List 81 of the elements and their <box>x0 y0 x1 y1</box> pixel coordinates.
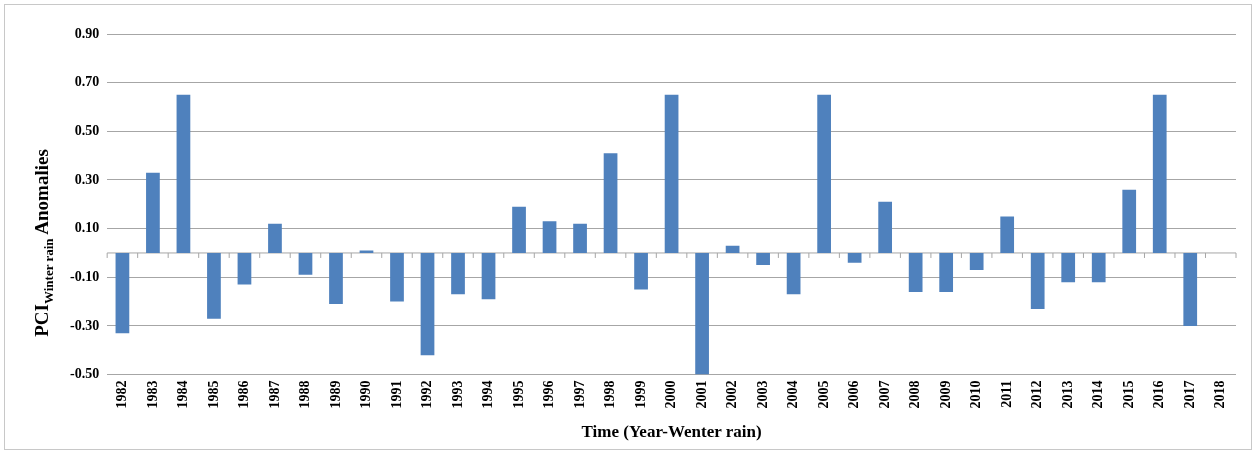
y-tick-label: 0.30 <box>74 171 100 187</box>
bar <box>847 252 862 263</box>
y-tick-label: -0.10 <box>69 268 100 284</box>
x-tick-label: 1993 <box>449 380 465 409</box>
bar <box>817 94 831 253</box>
x-tick-label: 2016 <box>1151 380 1167 409</box>
x-tick-label: 2008 <box>907 380 923 409</box>
bar <box>969 252 984 270</box>
bar <box>786 252 801 295</box>
x-axis-title: Time (Year-Wenter rain) <box>581 422 762 442</box>
x-tick-label: 1987 <box>266 380 282 409</box>
bar <box>1000 216 1015 253</box>
x-tick-label: 2000 <box>663 380 679 409</box>
bar <box>237 252 252 285</box>
bar <box>298 252 313 275</box>
x-tick-label: 1991 <box>388 380 404 409</box>
y-tick-label: 0.90 <box>74 25 100 41</box>
x-tick-label: 1984 <box>175 380 191 409</box>
bar <box>1183 252 1198 326</box>
x-tick-label: 2007 <box>876 380 892 409</box>
x-tick-label: 2002 <box>724 380 740 409</box>
x-tick-label: 1990 <box>358 380 374 409</box>
bar <box>939 252 954 292</box>
x-tick-label: 1996 <box>541 380 557 409</box>
x-tick-label: 2006 <box>846 380 862 409</box>
bar <box>1091 252 1106 283</box>
y-tick-label: 0.10 <box>74 220 100 236</box>
x-tick-label: 1998 <box>602 380 618 409</box>
x-tick-label: 1999 <box>632 380 648 409</box>
bar <box>695 252 709 375</box>
x-tick-label: 2012 <box>1029 380 1045 409</box>
x-tick-label: 1983 <box>144 380 160 409</box>
x-tick-label: 2015 <box>1120 380 1136 409</box>
x-tick-label: 1982 <box>114 380 130 409</box>
x-tick-label: 2005 <box>815 380 831 409</box>
x-tick-label: 2014 <box>1090 380 1106 409</box>
bar <box>268 223 282 253</box>
x-tick-label: 1989 <box>327 380 343 409</box>
bar <box>115 252 130 334</box>
bar <box>908 252 923 292</box>
x-tick-label: 1986 <box>236 380 252 409</box>
x-tick-label: 1985 <box>205 380 221 409</box>
x-tick-label: 2010 <box>968 380 984 409</box>
y-tick-label: -0.30 <box>69 317 100 333</box>
bar <box>329 252 343 305</box>
bar <box>1030 252 1045 309</box>
bar <box>756 252 770 266</box>
x-tick-label: 1997 <box>571 380 587 409</box>
bar <box>176 94 191 253</box>
x-tick-label: 1992 <box>419 380 435 409</box>
bar <box>878 201 893 253</box>
y-tick-label: 0.50 <box>74 122 100 138</box>
x-tick-label: 1995 <box>510 380 526 409</box>
x-tick-label: 2013 <box>1059 380 1075 409</box>
x-tick-label: 2018 <box>1212 380 1228 409</box>
bar <box>1061 252 1076 283</box>
bar <box>573 223 587 253</box>
bar <box>1122 189 1137 253</box>
bar <box>634 252 648 290</box>
x-tick-label: 2003 <box>754 380 770 409</box>
bar <box>451 252 465 295</box>
bar <box>481 252 496 300</box>
bar <box>603 153 618 253</box>
x-tick-label: 1988 <box>297 380 313 409</box>
bar <box>664 94 679 253</box>
bar <box>420 252 435 356</box>
x-tick-label: 2009 <box>937 380 953 409</box>
bar <box>512 206 526 253</box>
x-tick-label: 2001 <box>693 380 709 409</box>
x-tick-label: 2017 <box>1181 380 1197 409</box>
y-tick-label: -0.50 <box>69 366 100 382</box>
bar <box>1152 94 1167 253</box>
bar <box>542 221 557 253</box>
x-tick-label: 2004 <box>785 380 801 409</box>
bar <box>207 252 221 319</box>
x-tick-label: 2011 <box>998 380 1014 408</box>
bar <box>725 245 740 253</box>
y-tick-label: 0.70 <box>74 74 100 90</box>
x-tick-label: 1994 <box>480 380 496 409</box>
bar <box>390 252 404 302</box>
bar <box>146 172 160 253</box>
